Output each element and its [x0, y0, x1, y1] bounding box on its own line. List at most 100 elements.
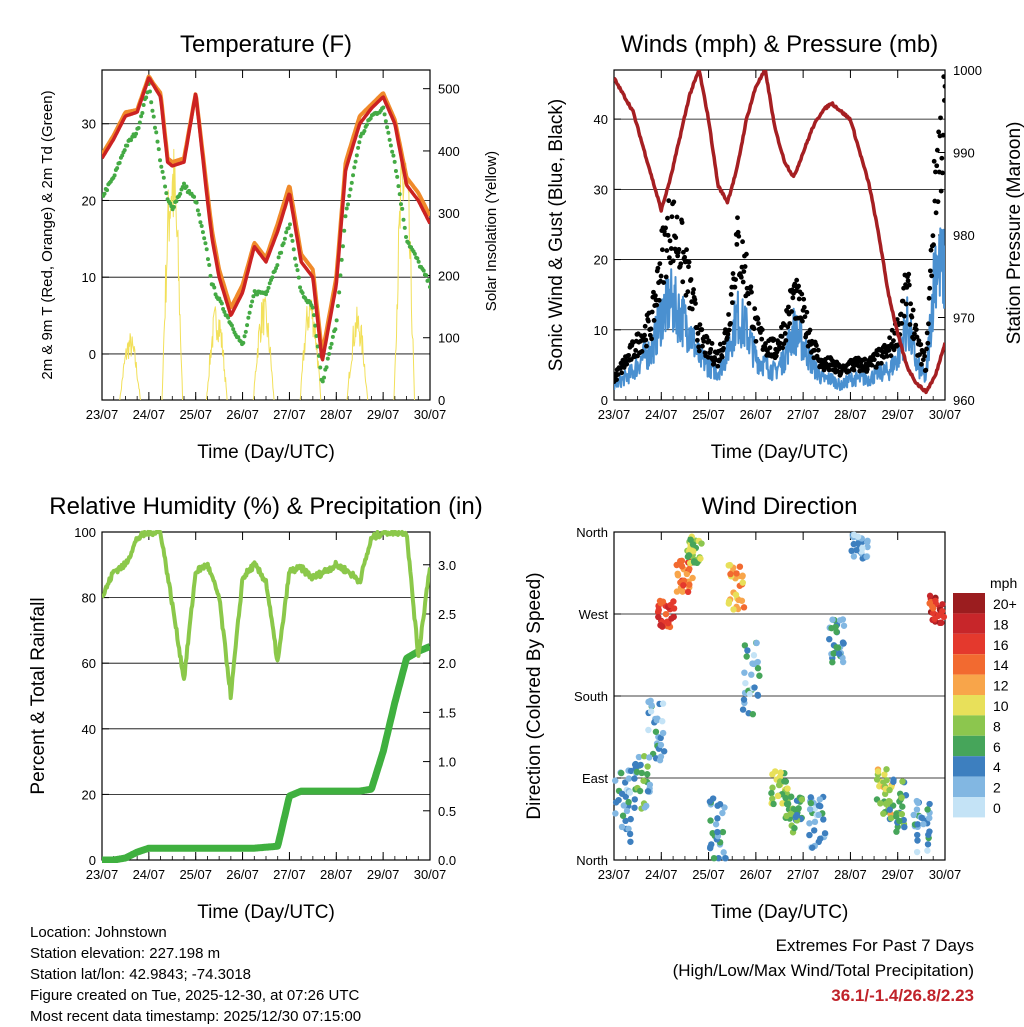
direction-point [626, 789, 634, 796]
gust-point [643, 337, 649, 343]
direction-point [896, 817, 903, 825]
direction-point [679, 588, 686, 595]
direction-point [710, 854, 718, 862]
legend-swatch [953, 593, 985, 614]
gust-point [780, 345, 786, 351]
direction-point [739, 579, 746, 586]
dewpoint-point [120, 153, 125, 158]
direction-point [781, 778, 788, 785]
direction-point [920, 820, 927, 828]
direction-point [940, 613, 948, 621]
y-tick-label: 10 [82, 270, 96, 285]
y-axis-label: Percent & Total Rainfall [28, 597, 49, 794]
gust-point [746, 300, 752, 306]
y2-tick-label: 200 [438, 268, 460, 283]
dewpoint-point [149, 100, 154, 105]
legend-swatch [953, 654, 985, 675]
direction-point [706, 798, 714, 805]
dewpoint-point [388, 143, 393, 148]
legend-label: 8 [993, 718, 1001, 734]
legend-swatch [953, 613, 985, 634]
gust-point [730, 271, 736, 276]
dewpoint-point [182, 181, 186, 186]
dewpoint-point [396, 184, 401, 189]
gust-point [862, 356, 868, 362]
gust-point [767, 345, 773, 351]
gust-point [676, 247, 682, 252]
x-axis-label: Time (Day/UTC) [197, 902, 335, 923]
y-axis-label: 2m & 9m T (Red, Orange) & 2m Td (Green) [39, 90, 56, 379]
dewpoint-point [202, 236, 207, 241]
direction-point [662, 610, 670, 618]
y-tick-label: 0 [89, 853, 96, 868]
gust-point [942, 83, 945, 89]
direction-point [899, 803, 906, 810]
gust-point [729, 300, 735, 306]
chart-title: Winds (mph) & Pressure (mb) [621, 31, 938, 58]
dewpoint-point [324, 365, 329, 370]
dewpoint-point [140, 111, 145, 116]
gust-point [657, 261, 663, 267]
gust-point [916, 338, 922, 344]
dewpoint-point [164, 191, 169, 196]
dewpoint-point [136, 126, 141, 131]
direction-point [924, 841, 932, 848]
chart-title: Temperature (F) [180, 31, 352, 58]
dewpoint-point [195, 208, 200, 213]
gust-point [923, 367, 929, 373]
direction-point [877, 800, 884, 807]
direction-point [612, 777, 619, 784]
dewpoint-point [337, 290, 342, 295]
gust-point [790, 295, 796, 301]
gust-point [694, 324, 700, 330]
y-tick-label: South [574, 689, 608, 704]
dewpoint-point [134, 131, 139, 136]
dewpoint-point [229, 323, 234, 328]
gust-point [686, 259, 692, 265]
y-tick-label: 100 [74, 525, 96, 540]
dewpoint-point [325, 356, 330, 361]
dewpoint-point [400, 206, 405, 211]
gust-point [667, 238, 673, 244]
direction-point [873, 776, 881, 783]
direction-point [638, 769, 645, 777]
gust-point [748, 284, 754, 290]
y2-tick-label: 2.5 [438, 607, 456, 622]
legend-label: 20+ [993, 596, 1017, 612]
gust-point [926, 295, 932, 301]
x-axis-label: Time (Day/UTC) [711, 442, 849, 463]
direction-point [740, 604, 748, 611]
gust-point [913, 327, 919, 332]
gust-point [721, 345, 726, 351]
gust-point [864, 367, 870, 372]
gust-point [938, 115, 943, 121]
dewpoint-point [242, 334, 247, 339]
direction-point [686, 565, 693, 573]
dewpoint-point [154, 130, 159, 135]
direction-point [756, 672, 763, 679]
gust-point [749, 289, 754, 295]
direction-point [739, 572, 746, 579]
gust-point [800, 318, 805, 324]
gust-point [655, 265, 661, 271]
dewpoint-point [204, 247, 209, 252]
gust-point [694, 337, 700, 343]
direction-point [631, 804, 638, 811]
direction-point [901, 823, 908, 831]
x-tick-label: 30/07 [414, 867, 447, 882]
dewpoint-point [178, 191, 183, 196]
dewpoint-point [339, 257, 344, 262]
gust-point [719, 354, 725, 360]
x-tick-label: 29/07 [881, 867, 914, 882]
direction-point [640, 777, 647, 784]
dewpoint-point [351, 173, 356, 178]
x-tick-label: 23/07 [598, 867, 631, 882]
dewpoint-point [398, 202, 403, 207]
direction-point [784, 785, 791, 792]
direction-point [791, 824, 798, 832]
dewpoint-point [267, 281, 272, 286]
solar-line [393, 159, 415, 401]
direction-point [914, 821, 921, 828]
gust-point [927, 268, 933, 274]
direction-point [657, 741, 665, 749]
